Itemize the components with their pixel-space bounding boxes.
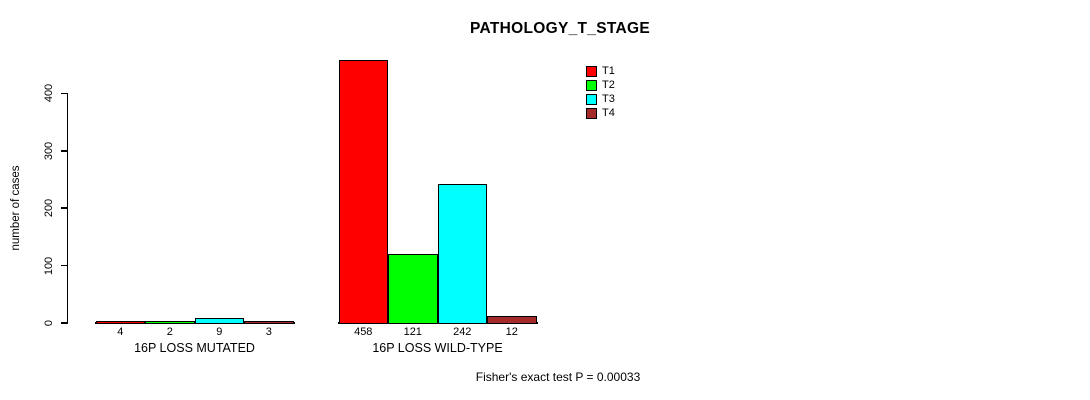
legend-item-t3: T3: [586, 92, 615, 106]
group-baseline: [337, 322, 538, 324]
legend: T1 T2 T3 T4: [586, 64, 615, 120]
legend-swatch-t4: [586, 107, 597, 119]
y-tick-label: 300: [43, 141, 55, 160]
bar-t4-mutated: [244, 321, 294, 323]
legend-label: T3: [602, 92, 615, 105]
legend-swatch-t1: [586, 65, 597, 77]
bar-t1-wild-type: [338, 60, 388, 323]
y-tick-mark: [61, 322, 68, 324]
y-tick-label: 0: [43, 319, 55, 327]
legend-item-t1: T1: [586, 64, 615, 78]
y-tick-mark: [61, 150, 68, 152]
y-tick-mark: [61, 92, 68, 95]
y-axis-label: number of cases: [10, 165, 22, 251]
bar-value-label: 121: [403, 325, 422, 338]
legend-item-t4: T4: [586, 106, 615, 120]
y-tick-label: 200: [43, 199, 55, 218]
bar-t3-wild-type: [437, 184, 487, 323]
bar-value-label: 4: [117, 325, 124, 338]
group-baseline: [94, 322, 295, 324]
legend-swatch-t3: [586, 93, 597, 105]
bar-value-label: 9: [216, 325, 223, 338]
legend-label: T2: [602, 78, 615, 91]
legend-swatch-t2: [586, 79, 597, 91]
legend-item-t2: T2: [586, 78, 615, 92]
bar-t1-mutated: [95, 320, 145, 323]
bar-t2-mutated: [145, 321, 195, 323]
bar-value-label: 2: [166, 325, 173, 338]
bar-value-label: 242: [453, 325, 472, 338]
bar-t3-mutated: [194, 317, 244, 323]
bar-value-label: 3: [265, 325, 272, 338]
y-tick-label: 100: [43, 256, 55, 275]
y-tick-mark: [61, 264, 68, 267]
group-label: 16P LOSS WILD-TYPE: [372, 341, 503, 355]
bar-value-label: 458: [354, 325, 373, 338]
bar-t4-wild-type: [487, 316, 537, 323]
y-tick-label: 400: [43, 84, 55, 103]
chart-title: PATHOLOGY_T_STAGE: [470, 20, 650, 37]
fisher-annotation: Fisher's exact test P = 0.00033: [475, 370, 641, 384]
y-tick-mark: [61, 207, 68, 209]
bar-value-label: 12: [505, 325, 518, 338]
legend-label: T4: [602, 106, 615, 119]
group-label: 16P LOSS MUTATED: [134, 341, 255, 355]
bar-t2-wild-type: [388, 253, 438, 323]
legend-label: T1: [602, 64, 615, 77]
